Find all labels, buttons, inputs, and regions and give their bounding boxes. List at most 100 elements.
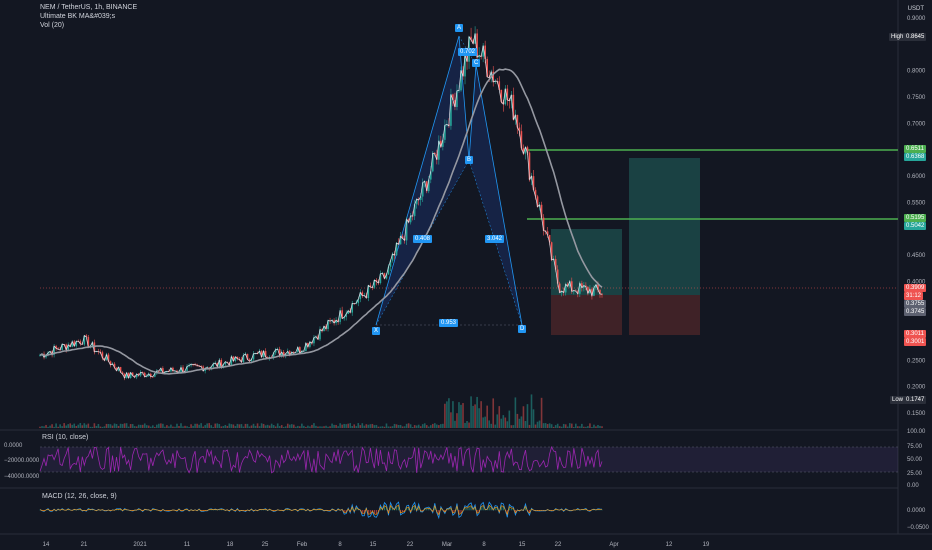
candle-body (460, 70, 462, 91)
indicator-vol-title[interactable]: Vol (20) (40, 22, 65, 29)
candle-body (45, 355, 47, 358)
volume-bar (216, 423, 219, 428)
volume-bar (417, 424, 420, 428)
time-axis[interactable]: 14 21 2021 11 18 25 Feb 8 15 22 Mar 8 15 22 Apr 12 19 (43, 542, 710, 548)
volume-bar (377, 426, 380, 428)
pattern-bcd[interactable] (469, 65, 522, 325)
volume-bar (575, 423, 577, 428)
candle-body (434, 152, 436, 155)
rsi-left-level: 0.0000 (4, 443, 23, 449)
macd-bar (154, 509, 156, 511)
volume-bar (307, 425, 309, 428)
macd-bar (418, 506, 420, 511)
volume-bar (593, 424, 595, 428)
low-value: 0.1747 (904, 396, 927, 404)
long-position-profit-zone-1[interactable] (551, 229, 622, 295)
entry-tag-b: 0.3745 (904, 308, 927, 316)
indicator-ma-title[interactable]: Ultimate BK MA&#039;s (40, 13, 116, 20)
macd-bar (577, 509, 579, 511)
long-position-loss-zone-2[interactable] (629, 295, 700, 335)
macd-bar (502, 506, 504, 511)
volume-bar (270, 423, 273, 428)
macd-bar (561, 509, 563, 511)
macd-bar (303, 509, 305, 511)
volume-bar (222, 426, 225, 428)
rsi-left-level: −40000.0000 (4, 474, 40, 480)
time-axis-label: 25 (262, 542, 269, 548)
volume-bar (325, 425, 327, 428)
volume-bar (202, 426, 204, 428)
time-axis-label: 15 (370, 542, 377, 548)
long-position-profit-zone-2[interactable] (629, 158, 700, 295)
volume-bar (186, 426, 188, 428)
volume-bar (252, 423, 255, 428)
candle-body (79, 341, 82, 344)
candle-body (293, 352, 295, 354)
time-axis-label: 22 (407, 542, 414, 548)
candle-body (333, 320, 335, 323)
macd-bar (47, 509, 49, 511)
stop-tag-b: 0.3001 (904, 338, 927, 346)
volume-bar (319, 426, 321, 428)
macd-bar (379, 507, 382, 511)
volume-bar (581, 423, 583, 428)
candle-body (450, 94, 452, 126)
candle-body (299, 347, 301, 354)
volume-bar (71, 424, 74, 428)
candle-body (456, 90, 458, 107)
volume-bar (359, 425, 362, 428)
volume-bar (315, 425, 317, 428)
candle-body (597, 284, 599, 290)
volume-bar (264, 425, 267, 428)
volume-bar (164, 426, 166, 428)
long-position-loss-zone-1[interactable] (551, 295, 622, 335)
volume-bar (550, 424, 553, 428)
volume-bar (558, 426, 561, 428)
volume-bar (500, 418, 503, 428)
macd-bar (258, 509, 261, 511)
volume-bar (49, 425, 51, 428)
volume-bar (125, 423, 128, 428)
target-1-tag-b: 0.5042 (904, 222, 927, 230)
macd-bar (488, 506, 490, 511)
macd-bar (369, 510, 371, 514)
candle-body (572, 290, 575, 292)
macd-bar (337, 509, 339, 511)
rsi-line (39, 445, 603, 474)
candle-body (103, 357, 106, 361)
macd-bar (361, 510, 363, 514)
volume-bar (458, 402, 460, 428)
volume-bar (244, 423, 247, 428)
macd-title[interactable]: MACD (12, 26, close, 9) (42, 493, 117, 500)
candle-body (137, 374, 140, 376)
macd-bar (514, 510, 516, 513)
candle-body (301, 351, 303, 354)
price-axis[interactable]: 0.90000.80000.75000.70000.65000.60000.55… (907, 16, 926, 417)
volume-bar (391, 426, 394, 428)
macd-bar (301, 509, 303, 511)
macd-bar (57, 509, 59, 511)
time-axis-label: 11 (184, 542, 191, 548)
volume-bar (546, 424, 549, 428)
volume-bar (127, 426, 130, 428)
macd-bar (313, 509, 315, 511)
macd-bar (414, 506, 416, 511)
candle-body (506, 88, 509, 100)
volume-bar (419, 426, 422, 428)
rsi-level: 0.00 (907, 483, 919, 489)
volume-bar (411, 426, 414, 428)
symbol-title[interactable]: NEM / TetherUS, 1h, BINANCE (40, 4, 138, 11)
macd-bar (119, 509, 122, 511)
volume-bar (504, 417, 507, 428)
volume-bar (524, 420, 527, 428)
rsi-title[interactable]: RSI (10, close) (42, 434, 89, 441)
time-axis-label: 8 (338, 542, 342, 548)
candle-body (246, 353, 249, 360)
candle-body (472, 39, 474, 44)
volume-bar (180, 423, 182, 428)
macd-bar (424, 509, 426, 511)
volume-bar (232, 424, 235, 428)
macd-bar (222, 509, 224, 511)
candle-body (210, 366, 213, 369)
